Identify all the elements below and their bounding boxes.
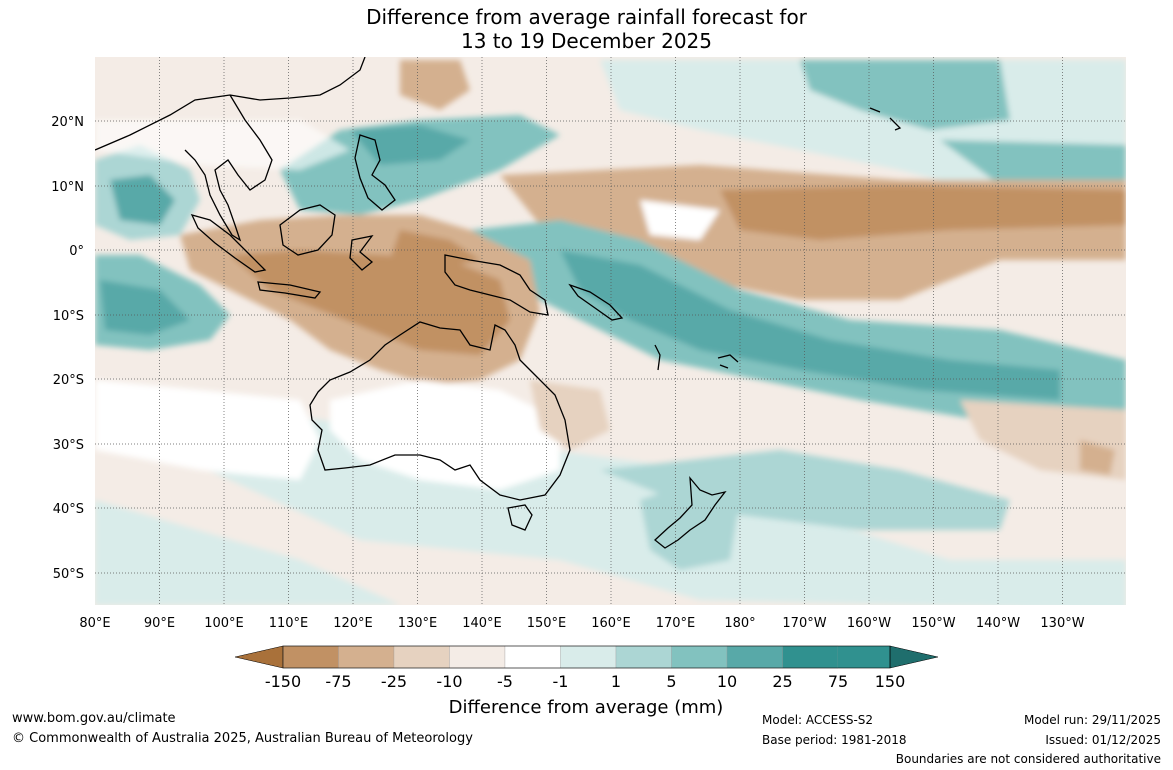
legend-tick: 150 xyxy=(875,672,906,691)
lat-label: 50°S xyxy=(53,567,84,582)
australia-outline xyxy=(309,321,571,501)
legend-swatch xyxy=(615,645,672,669)
lat-label: 20°S xyxy=(53,373,84,388)
new-zealand-outline xyxy=(654,476,727,549)
latitude-labels: 20°N 10°N 0° 10°S 20°S 30°S 40°S 50°S xyxy=(51,115,84,582)
legend-swatch xyxy=(671,645,728,669)
legend-tick: 75 xyxy=(828,672,848,691)
legend-swatch xyxy=(449,645,506,669)
legend-swatch xyxy=(560,645,617,669)
legend-tick: 1 xyxy=(611,672,621,691)
map-title: Difference from average rainfall forecas… xyxy=(0,5,1173,53)
lat-label: 10°S xyxy=(53,309,84,324)
legend-tick: -1 xyxy=(553,672,569,691)
legend-arrow-high-tip xyxy=(889,645,939,669)
lat-label: 20°N xyxy=(51,115,84,130)
lat-label: 10°N xyxy=(51,180,84,195)
borneo-outline xyxy=(279,204,336,256)
mainland-asia-outline xyxy=(95,57,366,242)
footer-base-period: Base period: 1981-2018 xyxy=(762,733,907,747)
title-line-1: Difference from average rainfall forecas… xyxy=(366,5,807,29)
legend-swatch xyxy=(393,645,450,669)
philippines-outline xyxy=(354,134,396,211)
legend-swatch xyxy=(726,645,783,669)
longitude-labels: 80°E 90°E 100°E 110°E 120°E 130°E 140°E … xyxy=(79,616,1084,631)
tasmania-outline xyxy=(507,504,533,531)
coastlines xyxy=(95,57,902,549)
legend-tick: -25 xyxy=(381,672,407,691)
legend-tick: 10 xyxy=(717,672,737,691)
legend-swatch xyxy=(282,645,339,669)
new-guinea-outline xyxy=(444,254,549,316)
lon-label: 160°W xyxy=(847,616,891,631)
legend-tick: -10 xyxy=(436,672,462,691)
vanuatu-outline xyxy=(654,344,661,371)
lon-label: 150°W xyxy=(911,616,955,631)
legend-border xyxy=(282,645,891,669)
lat-label: 30°S xyxy=(53,438,84,453)
lon-label: 170°W xyxy=(782,616,826,631)
lon-label: 80°E xyxy=(79,616,110,631)
lon-label: 130°W xyxy=(1040,616,1084,631)
sulawesi-outline xyxy=(349,235,374,271)
legend-arrow-high xyxy=(838,646,890,668)
footer-website[interactable]: www.bom.gov.au/climate xyxy=(12,711,176,726)
legend-tick: 25 xyxy=(772,672,792,691)
lon-label: 170°E xyxy=(656,616,696,631)
lon-label: 140°E xyxy=(462,616,502,631)
lon-label: 100°E xyxy=(204,616,244,631)
anomaly-field xyxy=(95,57,1126,605)
lon-label: 180° xyxy=(724,616,755,631)
legend-label: Difference from average (mm) xyxy=(449,697,724,718)
legend-arrow-low xyxy=(234,645,284,669)
hawaii-outline xyxy=(869,107,902,131)
fiji-outline xyxy=(717,354,739,369)
footer-model-run: Model run: 29/11/2025 xyxy=(1023,713,1161,727)
footer-copyright: © Commonwealth of Australia 2025, Austra… xyxy=(12,731,473,746)
lon-label: 160°E xyxy=(591,616,631,631)
lat-label: 0° xyxy=(69,244,84,259)
legend-tick: -75 xyxy=(325,672,351,691)
legend-swatch xyxy=(782,645,839,669)
lon-label: 90°E xyxy=(144,616,175,631)
lon-label: 130°E xyxy=(398,616,438,631)
colorbar-legend: -150 -75 -25 -10 -5 -1 1 5 10 25 75 150 … xyxy=(234,645,939,718)
lon-label: 140°W xyxy=(976,616,1020,631)
sumatra-outline xyxy=(190,213,267,273)
title-line-2: 13 to 19 December 2025 xyxy=(460,29,712,53)
graticule xyxy=(95,57,1126,605)
legend-swatch xyxy=(504,645,561,669)
legend-ticks: -150 -75 -25 -10 -5 -1 1 5 10 25 75 150 xyxy=(265,672,905,691)
lon-label: 110°E xyxy=(269,616,309,631)
footer-issued: Issued: 01/12/2025 xyxy=(1045,733,1161,747)
lat-label: 40°S xyxy=(53,502,84,517)
solomon-islands-outline xyxy=(568,283,624,321)
legend-tick: -150 xyxy=(265,672,301,691)
footer-boundaries: Boundaries are not considered authoritat… xyxy=(895,752,1161,766)
legend-tick: -5 xyxy=(497,672,513,691)
lon-label: 150°E xyxy=(527,616,567,631)
lon-label: 120°E xyxy=(333,616,373,631)
legend-swatch xyxy=(338,645,395,669)
legend-tick: 5 xyxy=(666,672,676,691)
java-outline xyxy=(257,281,322,299)
footer-model: Model: ACCESS-S2 xyxy=(762,713,874,727)
